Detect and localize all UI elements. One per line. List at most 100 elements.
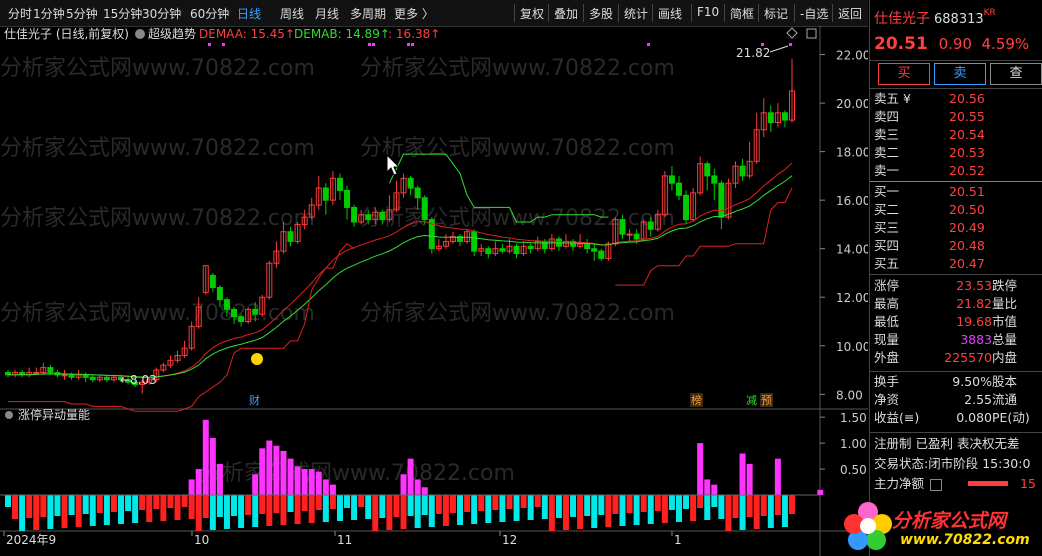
sub-neg-bar (273, 495, 280, 513)
price-tick-label: 22.00 (836, 49, 868, 63)
kline-chart[interactable]: 分析家公式网www.70822.com 分析家公式网www.70822.com 分析… (0, 26, 868, 556)
period-tab-4[interactable]: 30分钟 (142, 7, 182, 21)
sub-neg-bar (266, 495, 273, 526)
ask-row[interactable]: 卖四 20.55 (874, 109, 985, 125)
tool-button-9[interactable]: 返回 (838, 7, 863, 21)
candle-body (68, 374, 75, 378)
sub-pos-bar (817, 489, 824, 495)
period-tab-0[interactable]: 分时 (8, 7, 33, 21)
period-tab-6[interactable]: 日线 (237, 7, 262, 21)
level-label: 买五 (874, 256, 900, 271)
bid-row[interactable]: 买二 20.50 (874, 202, 985, 218)
diamond-icon[interactable] (786, 27, 798, 39)
period-tab-10[interactable]: 更多 〉 (394, 7, 434, 21)
candle-body (294, 223, 301, 242)
dema-c-label: : 16.38↑ (388, 27, 440, 41)
period-tab-5[interactable]: 60分钟 (190, 7, 230, 21)
tool-button-5[interactable]: F10 (697, 5, 720, 19)
watermark-text: 分析家公式网www.70822.com (200, 461, 515, 486)
candle-body (605, 243, 612, 259)
main-flow-value: 15 (1020, 476, 1036, 491)
candle-body (315, 187, 322, 206)
ask-row[interactable]: 卖一 20.52 (874, 163, 985, 179)
candle-body (442, 240, 449, 247)
tool-button-6[interactable]: 简框 (730, 7, 755, 21)
sub-neg-bar (527, 495, 534, 520)
candle-body (789, 90, 795, 121)
site-logo: 分析家公式网 www.70822.com (844, 496, 1042, 556)
candle-body (457, 236, 464, 242)
tag-row: 注册制 已盈利 表决权无差 (874, 436, 1020, 452)
sub-neg-bar (379, 495, 386, 518)
tool-button-8[interactable]: -自选 (800, 7, 829, 21)
sub-neg-bar (584, 495, 591, 516)
bang-marker-bg (690, 393, 703, 407)
tool-button-0[interactable]: 复权 (520, 7, 545, 21)
stat-value: 23.53 (956, 278, 992, 293)
candle-body (153, 369, 160, 381)
jian-marker: 减 (746, 394, 757, 407)
watermark-text: 分析家公式网www.70822.com (360, 206, 675, 231)
period-tab-2[interactable]: 5分钟 (66, 7, 98, 21)
sub-pos-bar (216, 463, 223, 495)
sub-neg-bar (47, 495, 54, 529)
candle-body (365, 214, 372, 221)
sub-pos-bar (294, 466, 301, 495)
period-tab-7[interactable]: 周线 (280, 7, 305, 21)
cai-marker: 财 (249, 393, 260, 407)
last-price: 20.51 (874, 34, 928, 54)
dema-a-line (7, 162, 793, 379)
panel-toggle-icon[interactable] (806, 28, 817, 39)
sub-neg-bar (570, 495, 577, 517)
candle-body (386, 209, 393, 221)
stat-row: 最低 19.68 市值 (874, 314, 1042, 330)
price-tick-label: 12.00 (836, 291, 868, 305)
level-price: 20.53 (949, 145, 985, 160)
sub-neg-bar (68, 495, 75, 515)
main-flow-row: 主力净额 15 (874, 476, 1036, 492)
sub-neg-bar (139, 495, 146, 510)
candle-body (774, 112, 781, 124)
watermark-text: 分析家公式网www.70822.com (360, 56, 675, 81)
sub-neg-bar (231, 495, 238, 516)
tool-button-7[interactable]: 标记 (764, 7, 789, 21)
bid-row[interactable]: 买五 20.47 (874, 256, 985, 272)
tool-button-1[interactable]: 叠加 (554, 7, 579, 21)
sub-neg-bar (294, 495, 301, 524)
sub-neg-bar (329, 495, 336, 509)
tool-button-4[interactable]: 画线 (658, 7, 683, 21)
tool-button-3[interactable]: 统计 (624, 7, 649, 21)
sub-dropdown-icon[interactable] (5, 411, 13, 419)
query-button[interactable]: 查 (990, 63, 1042, 85)
bid-row[interactable]: 买三 20.49 (874, 220, 985, 236)
period-tab-9[interactable]: 多周期 (350, 7, 387, 21)
candle-body (118, 376, 125, 381)
bid-row[interactable]: 买一 20.51 (874, 184, 985, 200)
ask-row[interactable]: 卖五 ¥ 20.56 (874, 91, 985, 107)
sell-button[interactable]: 卖 (934, 63, 986, 85)
ask-row[interactable]: 卖二 20.53 (874, 145, 985, 161)
kr-badge: KR (983, 8, 996, 18)
candle-body (209, 274, 216, 289)
sub-neg-bar (40, 495, 47, 517)
menu-icon[interactable] (930, 478, 942, 491)
toolbar-separator (832, 4, 833, 22)
candle-body (132, 381, 139, 386)
candle-body (231, 308, 238, 318)
tool-button-2[interactable]: 多股 (589, 7, 614, 21)
period-tab-8[interactable]: 月线 (315, 7, 340, 21)
sub-neg-bar (598, 495, 605, 515)
sub-neg-bar (188, 495, 195, 519)
bid-row[interactable]: 买四 20.48 (874, 238, 985, 254)
toolbar-separator (618, 4, 619, 22)
sub-neg-bar (216, 495, 223, 517)
sub-neg-bar (626, 495, 633, 513)
buy-button[interactable]: 买 (878, 63, 930, 85)
ask-row[interactable]: 卖三 20.54 (874, 127, 985, 143)
level-price: 20.49 (949, 220, 985, 235)
period-tab-1[interactable]: 1分钟 (33, 7, 65, 21)
stat-value: 9.50% (952, 374, 992, 389)
period-tab-3[interactable]: 15分钟 (103, 7, 143, 21)
candle-body (160, 364, 167, 371)
dropdown-icon[interactable] (135, 29, 145, 39)
